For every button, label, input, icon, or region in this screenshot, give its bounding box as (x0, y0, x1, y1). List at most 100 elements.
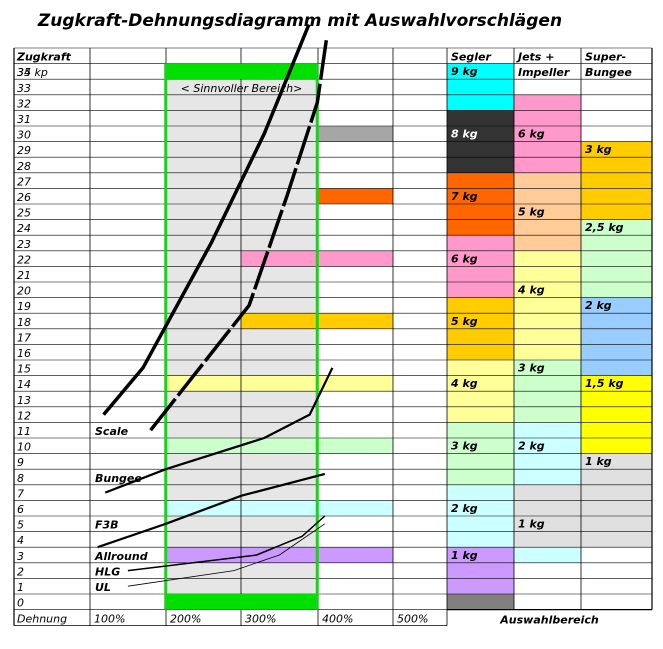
sensible-range-top-bar (165, 63, 318, 80)
x-tick-label: 500% (397, 613, 428, 626)
x-tick-label: 100% (94, 613, 125, 626)
selection-cell (514, 453, 581, 470)
selection-cell (514, 313, 581, 329)
selection-cell (581, 282, 652, 298)
selection-cell (447, 313, 514, 329)
selection-cell (581, 406, 652, 423)
selection-cell (581, 516, 652, 532)
selection-cell (447, 360, 514, 376)
selection-cell (447, 110, 514, 126)
selection-cell (447, 63, 514, 80)
selection-cell (514, 219, 581, 236)
selection-cell (581, 469, 652, 485)
y-tick-label: 23 (17, 238, 31, 251)
selection-cell (514, 531, 581, 548)
selection-cell (447, 172, 514, 189)
y-tick-label: 18 (17, 316, 31, 329)
y-tick-label: 4 (17, 534, 24, 547)
selection-cell (514, 266, 581, 282)
selection-label: 3 kg (585, 143, 612, 156)
y-tick-label: 34 (17, 66, 31, 79)
selection-cell (447, 594, 514, 610)
selection-cell (581, 484, 652, 501)
y-tick-label: 19 (17, 300, 31, 313)
y-tick-label: 15 (17, 363, 31, 376)
y-tick-label: 11 (17, 425, 31, 438)
selection-cell (447, 188, 514, 204)
y-tick-label: 16 (17, 347, 31, 360)
y-tick-label: 28 (17, 160, 31, 173)
selection-cell (514, 250, 581, 267)
background-fills (165, 63, 652, 610)
selection-cell (581, 313, 652, 329)
y-tick-label: 31 (17, 113, 31, 126)
y-tick-label: 33 (17, 82, 31, 95)
selection-cell (581, 297, 652, 314)
header-jets-line1: Jets + (516, 51, 554, 64)
selection-cell (581, 141, 652, 158)
series-label: Scale (95, 425, 129, 438)
selection-label: 1 kg (585, 455, 612, 468)
x-axis-title: Dehnung (17, 613, 67, 626)
selection-label: 3 kg (518, 362, 545, 375)
selection-cell (581, 453, 652, 470)
curve-scale (102, 23, 311, 416)
header-bungee-line2: Bungee (585, 66, 632, 79)
selection-cell (581, 188, 652, 204)
y-tick-label: 3 (17, 550, 24, 563)
y-tick-label: 20 (17, 285, 31, 298)
y-tick-label: 24 (17, 222, 31, 235)
y-tick-label: 29 (17, 144, 31, 157)
selection-cell (447, 484, 514, 501)
band-1 (317, 188, 393, 204)
selection-cell (447, 516, 514, 532)
selection-cell (514, 297, 581, 314)
selection-cell (447, 422, 514, 438)
header-jets-line2: Impeller (518, 66, 570, 79)
selection-cell (514, 360, 581, 376)
selection-cell (447, 219, 514, 236)
y-tick-label: 5 (17, 519, 24, 532)
sensible-range-bottom-bar (165, 594, 318, 610)
y-tick-label: 21 (17, 269, 31, 282)
y-tick-label: 25 (17, 207, 31, 220)
selection-label: 1 kg (451, 549, 478, 562)
selection-cell (447, 500, 514, 516)
series-label: Allround (94, 550, 148, 563)
selection-label: 4 kg (517, 284, 545, 297)
selection-cell (447, 562, 514, 579)
selection-cell (581, 391, 652, 407)
selection-cell (514, 484, 581, 501)
y-tick-label: 26 (17, 191, 31, 204)
selection-cell (514, 172, 581, 189)
selection-cell (514, 547, 581, 563)
selection-cell (447, 391, 514, 407)
selection-cell (514, 141, 581, 158)
selection-cell (447, 126, 514, 142)
selection-cell (447, 266, 514, 282)
selection-label: 7 kg (451, 190, 478, 203)
selection-label: 2 kg (451, 502, 478, 515)
selection-label: 2 kg (585, 299, 612, 312)
y-tick-label: 30 (17, 129, 31, 142)
selection-cell (447, 406, 514, 423)
selection-cell (514, 344, 581, 360)
selection-label: 9 kg (451, 65, 478, 78)
y-tick-label: 1 (17, 581, 24, 594)
y-tick-label: 17 (17, 331, 31, 344)
selection-cell (447, 344, 514, 360)
selection-cell (581, 266, 652, 282)
selection-cell (514, 422, 581, 438)
series-label: UL (95, 581, 111, 594)
band-5 (165, 438, 393, 454)
x-tick-label: 300% (245, 613, 276, 626)
chart-title: Zugkraft-Dehnungsdiagramm mit Auswahlvor… (37, 11, 562, 31)
y-tick-label: 8 (17, 472, 24, 485)
series-label: Bungee (95, 472, 142, 485)
y-tick-label: 14 (17, 378, 31, 391)
selection-cell (447, 141, 514, 158)
selection-cell (447, 235, 514, 251)
selection-cell (447, 204, 514, 220)
header-bungee-line1: Super- (585, 51, 626, 64)
